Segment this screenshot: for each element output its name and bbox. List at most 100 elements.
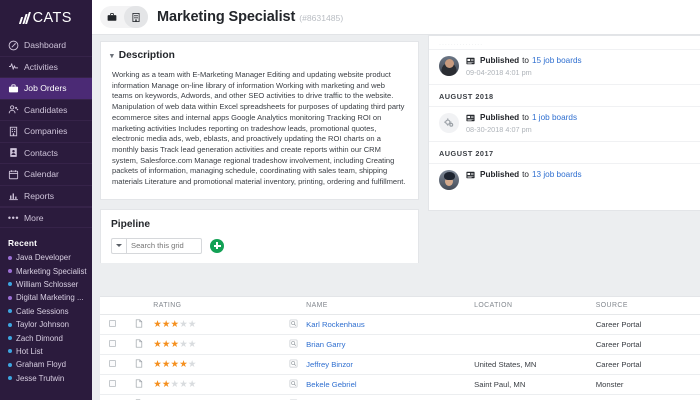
rating-star[interactable]: ★ — [187, 378, 197, 389]
recent-item[interactable]: Marketing Specialist — [0, 264, 92, 277]
description-header[interactable]: ▾ Description — [101, 42, 418, 67]
rating-stars[interactable]: ★★★★★ — [153, 359, 196, 369]
status-dot-icon — [8, 349, 12, 354]
rating-star[interactable]: ★ — [179, 378, 188, 389]
row-resume-cell[interactable] — [125, 354, 154, 375]
rating-star[interactable]: ★ — [161, 318, 171, 329]
row-checkbox[interactable] — [109, 380, 117, 387]
table-row[interactable]: ★★★★★ Karl Rockenhaus Career Portal — [100, 314, 700, 335]
row-preview-cell[interactable] — [280, 394, 307, 400]
rating-star[interactable]: ★ — [153, 318, 162, 329]
sidebar-item-job-orders[interactable]: Job Orders — [0, 78, 92, 100]
job-boards-link[interactable]: 1 job boards — [531, 113, 578, 122]
recent-item[interactable]: Digital Marketing ... — [0, 291, 92, 304]
sidebar-item-reports[interactable]: Reports — [0, 186, 92, 207]
rating-star[interactable]: ★ — [170, 378, 180, 389]
rating-stars[interactable]: ★★★★★ — [153, 319, 196, 329]
document-icon[interactable] — [135, 379, 143, 390]
grid-filter-button[interactable] — [111, 237, 126, 254]
rating-star[interactable]: ★ — [170, 358, 180, 369]
row-preview-cell[interactable] — [280, 354, 307, 375]
rating-stars[interactable]: ★★★★★ — [153, 379, 196, 389]
add-candidate-button[interactable] — [210, 238, 224, 253]
right-column: ............... Published to 15 job boards… — [425, 35, 700, 400]
row-resume-cell[interactable] — [125, 334, 154, 355]
row-preview-cell[interactable] — [280, 374, 307, 395]
rating-star[interactable]: ★ — [170, 318, 180, 329]
document-icon[interactable] — [135, 319, 143, 330]
row-name-cell[interactable]: Bekele Gebriel — [306, 374, 475, 395]
magnifier-icon[interactable] — [289, 359, 298, 370]
row-resume-cell[interactable] — [125, 394, 154, 400]
rating-star[interactable]: ★ — [179, 358, 188, 369]
recent-item[interactable]: Java Developer — [0, 251, 92, 264]
table-row[interactable]: ★★★★★ Jeffrey Binzor United States, MN Care… — [100, 354, 700, 375]
page-id: (#8631485) — [299, 13, 344, 23]
sidebar-item-companies[interactable]: Companies — [0, 121, 92, 143]
rating-star[interactable]: ★ — [161, 378, 171, 389]
rating-star[interactable]: ★ — [179, 318, 188, 329]
sidebar-item-more[interactable]: ••• More — [0, 207, 92, 228]
rating-star[interactable]: ★ — [153, 338, 162, 349]
recent-item[interactable]: Jesse Trutwin — [0, 372, 92, 385]
sidebar-item-calendar[interactable]: Calendar — [0, 164, 92, 186]
table-row[interactable]: ★★★★★ Chad RuskNashville, TennesseeLinked… — [100, 394, 700, 400]
app-logo[interactable]: CATS — [0, 0, 92, 35]
candidate-name-link[interactable]: Brian Garry — [306, 340, 346, 349]
tab-company[interactable] — [124, 6, 148, 28]
recent-item[interactable]: Taylor Johnson — [0, 318, 92, 331]
row-select-cell[interactable] — [100, 374, 126, 395]
row-select-cell[interactable] — [100, 314, 126, 335]
rating-star[interactable]: ★ — [187, 358, 197, 369]
row-name-cell[interactable]: Karl Rockenhaus — [306, 314, 475, 335]
recent-item[interactable]: Zach Dimond — [0, 331, 92, 344]
rating-star[interactable]: ★ — [161, 338, 171, 349]
document-icon[interactable] — [135, 359, 143, 370]
recent-item[interactable]: Graham Floyd — [0, 358, 92, 371]
sidebar-item-candidates[interactable]: Candidates — [0, 100, 92, 121]
magnifier-icon[interactable] — [289, 319, 298, 330]
candidate-name-link[interactable]: Jeffrey Binzor — [306, 360, 353, 369]
chevron-down-icon: ▾ — [110, 51, 114, 60]
table-row[interactable]: ★★★★★ Brian Garry Career Portal — [100, 334, 700, 355]
rating-star[interactable]: ★ — [179, 338, 188, 349]
status-dot-icon — [8, 376, 12, 381]
rating-star[interactable]: ★ — [170, 338, 180, 349]
row-preview-cell[interactable] — [280, 334, 307, 355]
row-name-cell[interactable]: Brian Garry — [306, 334, 475, 355]
recent-item[interactable]: William Schlosser — [0, 278, 92, 291]
row-checkbox[interactable] — [109, 320, 117, 327]
recent-item[interactable]: Hot List — [0, 345, 92, 358]
rating-star[interactable]: ★ — [161, 358, 171, 369]
rating-star[interactable]: ★ — [153, 378, 162, 389]
sidebar-item-activities[interactable]: Activities — [0, 57, 92, 78]
document-icon[interactable] — [135, 339, 143, 350]
status-dot-icon — [8, 336, 12, 341]
row-name-cell[interactable]: Chad Rusk — [306, 394, 475, 400]
row-resume-cell[interactable] — [125, 314, 154, 335]
tab-job-order[interactable] — [100, 6, 124, 28]
sidebar-item-contacts[interactable]: Contacts — [0, 143, 92, 164]
magnifier-icon[interactable] — [289, 339, 298, 350]
row-select-cell[interactable] — [100, 354, 126, 375]
rating-star[interactable]: ★ — [187, 318, 197, 329]
table-row[interactable]: ★★★★★ Bekele Gebriel Saint Paul, MN Monster — [100, 374, 700, 395]
rating-star[interactable]: ★ — [153, 358, 162, 369]
magnifier-icon[interactable] — [289, 379, 298, 390]
row-checkbox[interactable] — [109, 360, 117, 367]
job-boards-link[interactable]: 13 job boards — [531, 170, 582, 179]
search-input[interactable] — [126, 237, 202, 254]
candidate-name-link[interactable]: Bekele Gebriel — [306, 380, 357, 389]
sidebar-item-dashboard[interactable]: Dashboard — [0, 35, 92, 57]
row-select-cell[interactable] — [100, 334, 126, 355]
row-select-cell[interactable] — [100, 394, 126, 400]
rating-stars[interactable]: ★★★★★ — [153, 339, 196, 349]
rating-star[interactable]: ★ — [187, 338, 197, 349]
row-preview-cell[interactable] — [280, 314, 307, 335]
job-boards-link[interactable]: 15 job boards — [531, 56, 582, 65]
candidate-name-link[interactable]: Karl Rockenhaus — [306, 320, 365, 329]
row-checkbox[interactable] — [109, 340, 117, 347]
recent-item[interactable]: Catie Sessions — [0, 305, 92, 318]
row-name-cell[interactable]: Jeffrey Binzor — [306, 354, 475, 375]
row-resume-cell[interactable] — [125, 374, 154, 395]
